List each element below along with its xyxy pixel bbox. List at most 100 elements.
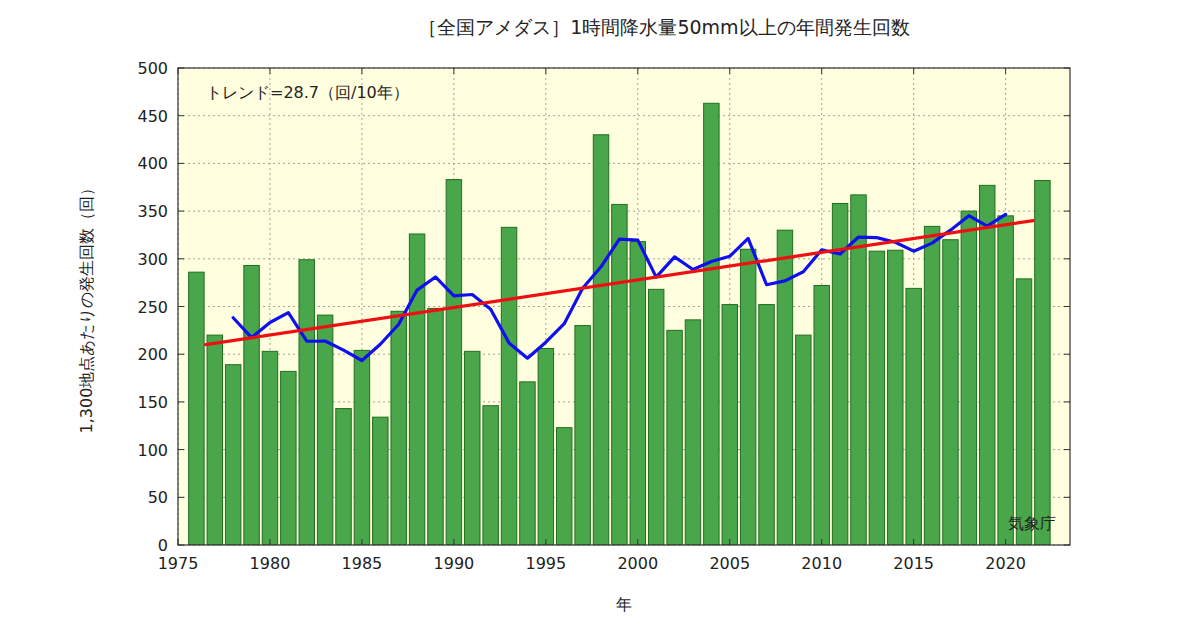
bar [943,240,958,545]
x-tick-top [729,68,730,74]
bar [189,272,204,545]
y-grid-line [178,163,1070,164]
x-tick-top [1005,68,1006,74]
y-tick-label: 200 [137,345,168,364]
x-tick-label: 1995 [525,554,566,573]
bar [1035,181,1050,545]
line [233,214,1005,360]
bar [299,260,314,545]
x-tick [178,539,179,545]
bar [409,234,424,545]
x-tick-label: 1980 [250,554,291,573]
y-tick-right [1064,115,1070,116]
bar [557,428,572,545]
y-tick-right [1064,68,1070,69]
x-tick [545,539,546,545]
y-grid-line [178,115,1070,116]
x-tick [453,539,454,545]
x-tick-top [913,68,914,74]
bar [520,382,535,545]
y-tick [178,163,184,164]
y-tick-label: 500 [137,59,168,78]
y-tick-right [1064,306,1070,307]
x-tick [361,539,362,545]
plot-frame [178,68,1070,545]
x-tick-top [545,68,546,74]
y-tick [178,306,184,307]
bar [262,351,277,545]
y-tick-right [1064,163,1070,164]
y-tick-label: 150 [137,393,168,412]
y-tick-label: 300 [137,250,168,269]
x-tick-top [453,68,454,74]
bar [667,330,682,545]
bar [465,351,480,545]
y-tick [178,258,184,259]
title: ［全国アメダス］1時間降水量50mm以上の年間発生回数 [418,16,909,38]
trend-annotation: トレンド=28.7（回/10年） [206,83,409,102]
y-tick-right [1064,497,1070,498]
x-tick-label: 1990 [434,554,475,573]
x-tick [821,539,822,545]
x-tick-top [637,68,638,74]
x-tick [729,539,730,545]
bar [961,211,976,545]
plot-background [178,68,1070,545]
bar [630,242,645,545]
bar [814,286,829,545]
bar [336,409,351,545]
x-tick-label: 2015 [893,554,934,573]
x-tick [269,539,270,545]
bar [906,288,921,545]
y-tick [178,115,184,116]
x-tick-label: 2020 [985,554,1026,573]
x-tick-top [361,68,362,74]
x-tick-top [821,68,822,74]
bar [428,308,443,545]
bar [538,348,553,545]
y-tick-label: 50 [148,488,168,507]
line [206,221,1034,345]
bar [869,251,884,545]
bar [685,320,700,545]
y-tick-right [1064,211,1070,212]
y-tick [178,497,184,498]
bar [980,185,995,545]
bar [924,226,939,545]
y-tick-right [1064,449,1070,450]
y-tick-right [1064,545,1070,546]
bar [612,204,627,545]
y-tick-label: 400 [137,154,168,173]
y-tick-label: 0 [158,536,168,555]
y-tick-label: 350 [137,202,168,221]
y-tick-label: 100 [137,441,168,460]
bar [373,417,388,545]
bar [391,311,406,545]
y-tick-label: 250 [137,298,168,317]
x-tick [1005,539,1006,545]
y-tick [178,401,184,402]
bar [1016,279,1031,545]
y-axis-label: 1,300地点あたりの発生回数（回） [77,180,96,434]
x-tick-top [269,68,270,74]
bar [722,305,737,545]
y-tick [178,68,184,69]
bar [998,216,1013,545]
x-tick-label: 2000 [617,554,658,573]
bar [593,135,608,545]
x-tick [637,539,638,545]
y-tick-right [1064,258,1070,259]
y-tick [178,211,184,212]
bar [281,371,296,545]
bar [648,289,663,545]
y-tick [178,449,184,450]
x-tick-label: 1975 [158,554,199,573]
x-axis-label: 年 [616,595,632,614]
y-tick [178,354,184,355]
source-annotation: 気象庁 [1008,514,1056,533]
bar [446,180,461,545]
bar [759,305,774,545]
bar [740,249,755,545]
chart: 0501001502002503003504004505001975198019… [0,0,1199,624]
bar [888,250,903,545]
